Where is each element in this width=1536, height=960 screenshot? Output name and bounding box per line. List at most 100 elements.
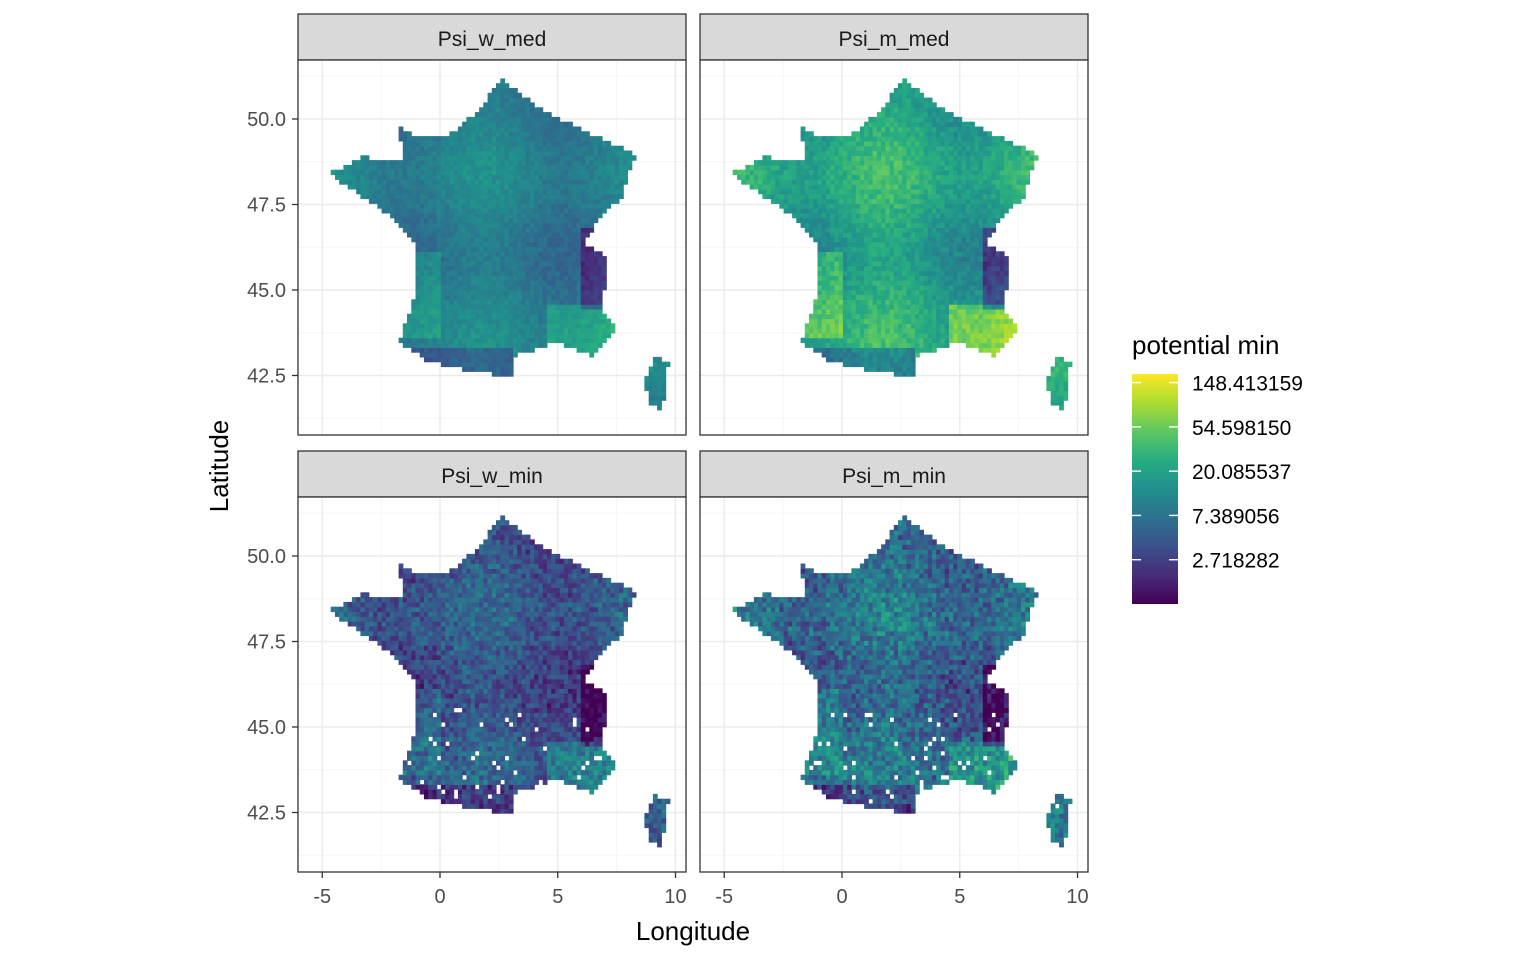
raster-cell (419, 284, 425, 291)
raster-cell (910, 184, 916, 190)
raster-cell (987, 174, 992, 180)
raster-cell (496, 270, 501, 276)
raster-cell (449, 188, 455, 195)
raster-cell (940, 318, 946, 324)
raster-cell (521, 131, 527, 137)
raster-cell (521, 323, 527, 329)
raster-cell (445, 342, 450, 348)
raster-cell (432, 337, 438, 344)
raster-cell (474, 193, 480, 200)
raster-cell (504, 294, 510, 300)
raster-cell (449, 347, 455, 353)
raster-cell (462, 145, 467, 152)
raster-cell (893, 184, 899, 190)
raster-cell (491, 337, 497, 344)
raster-cell (572, 188, 578, 195)
raster-cell (906, 284, 912, 291)
raster-cell (953, 280, 958, 286)
raster-cell (898, 140, 903, 147)
raster-cell (538, 208, 544, 214)
raster-cell (551, 256, 556, 262)
raster-cell (546, 284, 552, 291)
raster-cell (915, 332, 920, 339)
raster-cell (885, 361, 891, 368)
raster-cell (855, 352, 861, 358)
raster-cell (970, 232, 975, 238)
raster-cell (796, 169, 802, 176)
raster-cell (906, 260, 912, 267)
raster-cell (842, 184, 848, 190)
raster-cell (546, 260, 552, 267)
raster-cell (864, 280, 869, 286)
raster-cell (368, 164, 374, 171)
raster-cell (868, 260, 874, 267)
raster-cell (864, 145, 869, 152)
raster-cell (436, 323, 442, 329)
raster-cell (940, 208, 946, 214)
raster-cell (580, 260, 586, 267)
raster-cell (1016, 155, 1022, 161)
raster-cell (804, 217, 810, 224)
raster-cell (868, 232, 874, 238)
raster-cell (419, 188, 425, 195)
raster-cell (474, 284, 480, 291)
raster-cell (915, 208, 920, 214)
raster-cell (619, 155, 624, 161)
raster-cell (923, 164, 929, 171)
raster-cell (364, 169, 370, 176)
raster-cell (521, 174, 527, 180)
raster-cell (555, 174, 561, 180)
raster-cell (508, 256, 514, 262)
raster-cell (470, 347, 476, 353)
raster-cell (974, 179, 980, 185)
raster-cell (936, 332, 941, 339)
raster-cell (830, 160, 835, 166)
raster-cell (466, 150, 472, 156)
raster-cell (559, 284, 565, 291)
raster-cell (889, 232, 895, 238)
raster-cell (500, 299, 506, 305)
raster-cell (436, 299, 442, 305)
raster-cell (792, 208, 797, 214)
raster-cell (948, 184, 954, 190)
raster-cell (432, 241, 438, 248)
raster-cell (923, 347, 929, 353)
raster-cell (995, 164, 1001, 171)
raster-cell (906, 140, 912, 147)
raster-cell (1054, 376, 1060, 382)
raster-cell (1050, 380, 1056, 387)
raster-cell (589, 212, 595, 219)
raster-cell (978, 164, 984, 171)
raster-cell (864, 188, 869, 195)
raster-cell (504, 356, 510, 363)
raster-cell (991, 150, 997, 156)
raster-cell (974, 217, 980, 224)
raster-cell (648, 380, 654, 387)
raster-cell (424, 203, 429, 209)
raster-cell (534, 179, 539, 185)
raster-cell (661, 371, 667, 377)
raster-cell (534, 107, 539, 113)
raster-cell (436, 136, 442, 142)
raster-cell (868, 265, 874, 272)
raster-cell (474, 145, 480, 152)
raster-cell (462, 347, 467, 353)
raster-cell (483, 212, 489, 219)
raster-cell (593, 318, 599, 324)
raster-cell (453, 284, 459, 291)
raster-cell (517, 155, 522, 161)
raster-cell (881, 232, 886, 238)
raster-cell (513, 97, 518, 103)
raster-cell (457, 270, 463, 276)
raster-cell (864, 275, 869, 281)
raster-cell (453, 304, 459, 310)
raster-cell (351, 164, 357, 171)
raster-cell (953, 304, 958, 310)
raster-cell (915, 246, 920, 252)
raster-cell (546, 337, 552, 344)
raster-cell (428, 270, 433, 276)
raster-cell (500, 332, 506, 339)
raster-cell (915, 313, 920, 320)
raster-cell (411, 217, 417, 224)
raster-cell (487, 356, 493, 363)
